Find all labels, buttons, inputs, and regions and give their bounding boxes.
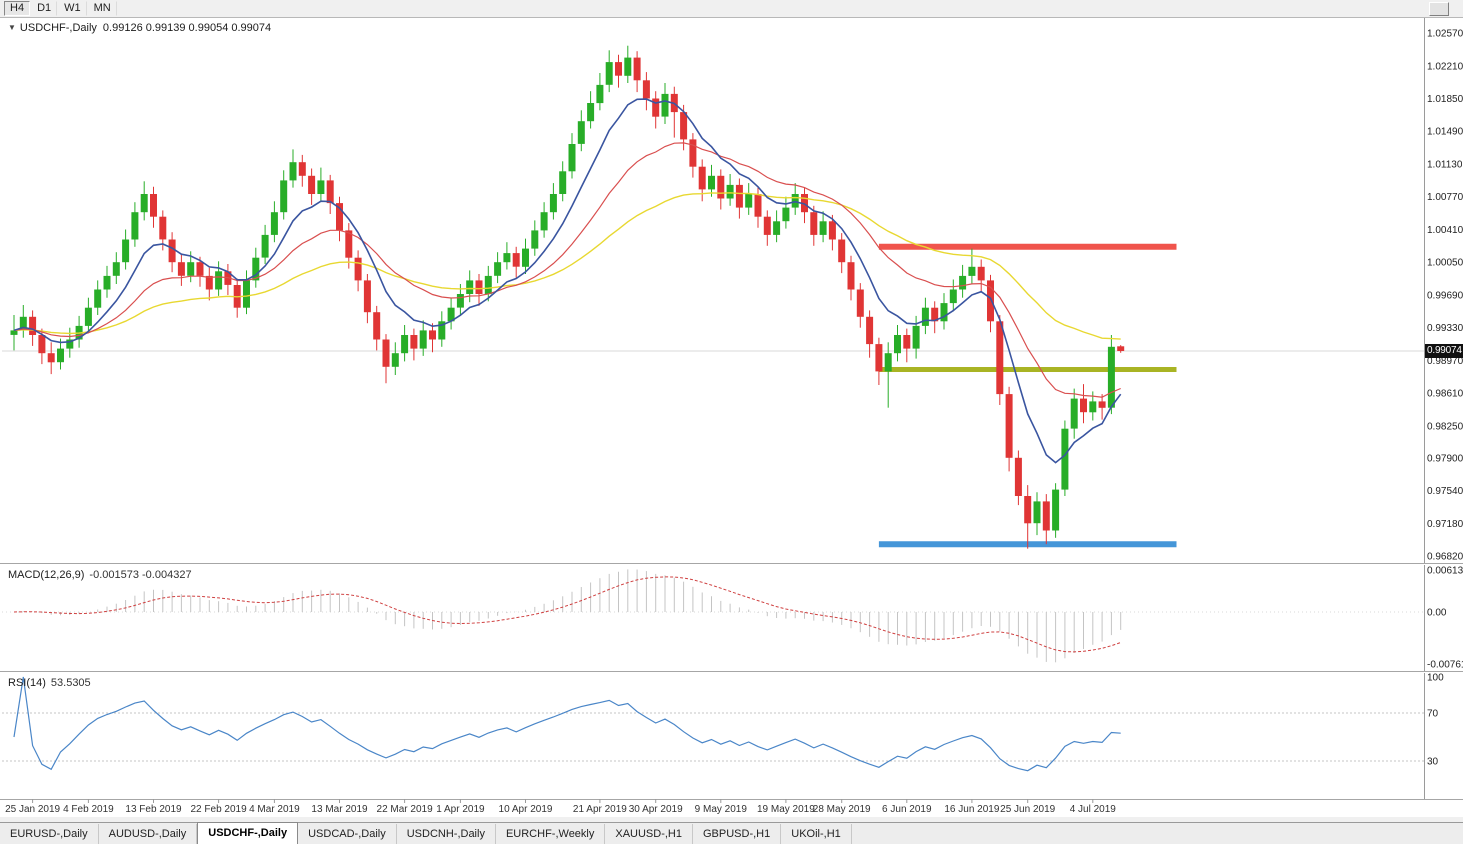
svg-text:1.00410: 1.00410: [1427, 225, 1463, 236]
chart-ohlc-values: 0.99126 0.99139 0.99054 0.99074: [102, 22, 272, 34]
svg-text:1.00770: 1.00770: [1427, 192, 1463, 203]
current-price-badge: 0.99074: [1425, 344, 1463, 358]
svg-text:1.00050: 1.00050: [1427, 258, 1463, 269]
chart-tab-gbpusd[interactable]: GBPUSD-,H1: [693, 824, 782, 844]
toolbar-scroll-button[interactable]: [1429, 1, 1449, 16]
svg-text:1.01850: 1.01850: [1427, 94, 1463, 105]
svg-text:25 Jun 2019: 25 Jun 2019: [1000, 804, 1055, 815]
svg-text:-0.00761: -0.00761: [1427, 660, 1463, 671]
macd-values: -0.001573 -0.004327: [89, 569, 192, 581]
svg-text:0.97540: 0.97540: [1427, 486, 1463, 497]
chart-tab-audusd[interactable]: AUDUSD-,Daily: [99, 824, 198, 844]
h-scrollbar[interactable]: [0, 817, 1463, 822]
svg-text:0.00: 0.00: [1427, 608, 1447, 619]
svg-text:1 Apr 2019: 1 Apr 2019: [436, 804, 485, 815]
svg-text:6 Jun 2019: 6 Jun 2019: [882, 804, 932, 815]
svg-text:0.97900: 0.97900: [1427, 453, 1463, 464]
macd-layer: [2, 569, 1424, 663]
collapse-arrow-icon[interactable]: ▼: [8, 23, 16, 32]
timeframe-button-mn[interactable]: MN: [88, 1, 117, 16]
chart-tab-usdcnh[interactable]: USDCNH-,Daily: [397, 824, 496, 844]
svg-text:0.99690: 0.99690: [1427, 291, 1463, 302]
svg-text:100: 100: [1427, 673, 1444, 684]
svg-text:28 May 2019: 28 May 2019: [813, 804, 871, 815]
timeframe-button-d1[interactable]: D1: [31, 1, 58, 16]
chart-symbol-label: USDCHF-,Daily: [19, 22, 97, 34]
svg-text:4 Feb 2019: 4 Feb 2019: [63, 804, 114, 815]
chart-tab-usdcad[interactable]: USDCAD-,Daily: [298, 824, 397, 844]
svg-text:1.01490: 1.01490: [1427, 127, 1463, 138]
timeframe-button-h4[interactable]: H4: [4, 1, 31, 16]
rsi-indicator-label: RSI(14) 53.5305: [8, 677, 91, 689]
macd-axis-labels: 0.00613 0.00 -0.00761: [1427, 566, 1463, 671]
svg-text:0.98250: 0.98250: [1427, 421, 1463, 432]
svg-text:30 Apr 2019: 30 Apr 2019: [629, 804, 683, 815]
timeframe-button-group: H4 D1 W1 MN: [4, 1, 117, 16]
svg-text:30: 30: [1427, 757, 1439, 768]
svg-text:0.97180: 0.97180: [1427, 519, 1463, 530]
macd-indicator-label: MACD(12,26,9) -0.001573 -0.004327: [8, 569, 192, 581]
svg-text:10 Apr 2019: 10 Apr 2019: [499, 804, 553, 815]
chart-tab-xauusd[interactable]: XAUUSD-,H1: [605, 824, 693, 844]
macd-name: MACD(12,26,9): [8, 569, 85, 581]
svg-text:16 Jun 2019: 16 Jun 2019: [944, 804, 999, 815]
moving-averages-layer: [13, 98, 1122, 464]
chart-tab-bar: EURUSD-,Daily AUDUSD-,Daily USDCHF-,Daily U…: [0, 822, 1463, 844]
chart-tab-eurchf[interactable]: EURCHF-,Weekly: [496, 824, 606, 844]
price-axis-labels: 1.02570 1.02210 1.01850 1.01490 1.01130 1.007…: [1427, 29, 1463, 563]
svg-text:4 Mar 2019: 4 Mar 2019: [249, 804, 300, 815]
rsi-layer: [2, 676, 1424, 772]
svg-text:0.00613: 0.00613: [1427, 566, 1463, 577]
chart-tab-ukoil[interactable]: UKOil-,H1: [781, 824, 852, 844]
rsi-name: RSI(14): [8, 677, 46, 689]
chart-tab-eurusd[interactable]: EURUSD-,Daily: [0, 824, 99, 844]
svg-text:22 Mar 2019: 22 Mar 2019: [377, 804, 434, 815]
svg-text:0.98970: 0.98970: [1427, 356, 1463, 367]
chart-tab-usdchf[interactable]: USDCHF-,Daily: [197, 822, 299, 844]
svg-text:13 Feb 2019: 13 Feb 2019: [125, 804, 182, 815]
svg-text:21 Apr 2019: 21 Apr 2019: [573, 804, 627, 815]
timeframe-button-w1[interactable]: W1: [58, 1, 87, 16]
svg-text:0.98610: 0.98610: [1427, 389, 1463, 400]
svg-text:0.96820: 0.96820: [1427, 552, 1463, 563]
chart-title: ▼ USDCHF-,Daily 0.99126 0.99139 0.99054 0.…: [8, 22, 271, 34]
svg-text:25 Jan 2019: 25 Jan 2019: [5, 804, 60, 815]
svg-text:9 May 2019: 9 May 2019: [695, 804, 748, 815]
rsi-axis-labels: 100 70 30: [1427, 673, 1444, 768]
svg-text:22 Feb 2019: 22 Feb 2019: [191, 804, 248, 815]
svg-text:1.02210: 1.02210: [1427, 61, 1463, 72]
svg-text:70: 70: [1427, 709, 1439, 720]
svg-text:19 May 2019: 19 May 2019: [757, 804, 815, 815]
date-axis-labels: 25 Jan 2019 4 Feb 2019 13 Feb 2019 22 Feb 2…: [5, 799, 1116, 815]
rsi-value: 53.5305: [50, 677, 91, 689]
svg-text:0.99330: 0.99330: [1427, 323, 1463, 334]
candles-layer[interactable]: [10, 45, 1125, 549]
svg-text:4 Jul 2019: 4 Jul 2019: [1070, 804, 1117, 815]
svg-text:1.01130: 1.01130: [1427, 160, 1463, 171]
timeframe-toolbar: H4 D1 W1 MN: [0, 0, 1463, 18]
svg-text:13 Mar 2019: 13 Mar 2019: [311, 804, 368, 815]
svg-text:1.02570: 1.02570: [1427, 29, 1463, 40]
toolbar-right-area: [1429, 1, 1449, 16]
